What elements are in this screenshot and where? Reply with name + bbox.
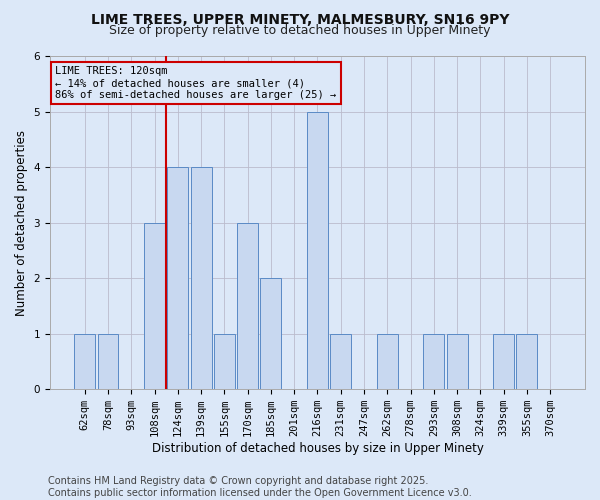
Text: Contains HM Land Registry data © Crown copyright and database right 2025.
Contai: Contains HM Land Registry data © Crown c… (48, 476, 472, 498)
Bar (74, 334, 95, 389)
Bar (330, 334, 351, 389)
X-axis label: Distribution of detached houses by size in Upper Minety: Distribution of detached houses by size … (152, 442, 484, 455)
Bar (167, 168, 188, 389)
Bar (307, 112, 328, 389)
Bar (144, 223, 165, 389)
Bar (191, 168, 212, 389)
Bar (237, 223, 258, 389)
Bar (260, 278, 281, 389)
Y-axis label: Number of detached properties: Number of detached properties (15, 130, 28, 316)
Bar (214, 334, 235, 389)
Text: LIME TREES: 120sqm
← 14% of detached houses are smaller (4)
86% of semi-detached: LIME TREES: 120sqm ← 14% of detached hou… (55, 66, 337, 100)
Bar (377, 334, 398, 389)
Bar (98, 334, 118, 389)
Bar (446, 334, 467, 389)
Bar (424, 334, 445, 389)
Text: Size of property relative to detached houses in Upper Minety: Size of property relative to detached ho… (109, 24, 491, 37)
Bar (493, 334, 514, 389)
Bar (517, 334, 538, 389)
Text: LIME TREES, UPPER MINETY, MALMESBURY, SN16 9PY: LIME TREES, UPPER MINETY, MALMESBURY, SN… (91, 12, 509, 26)
